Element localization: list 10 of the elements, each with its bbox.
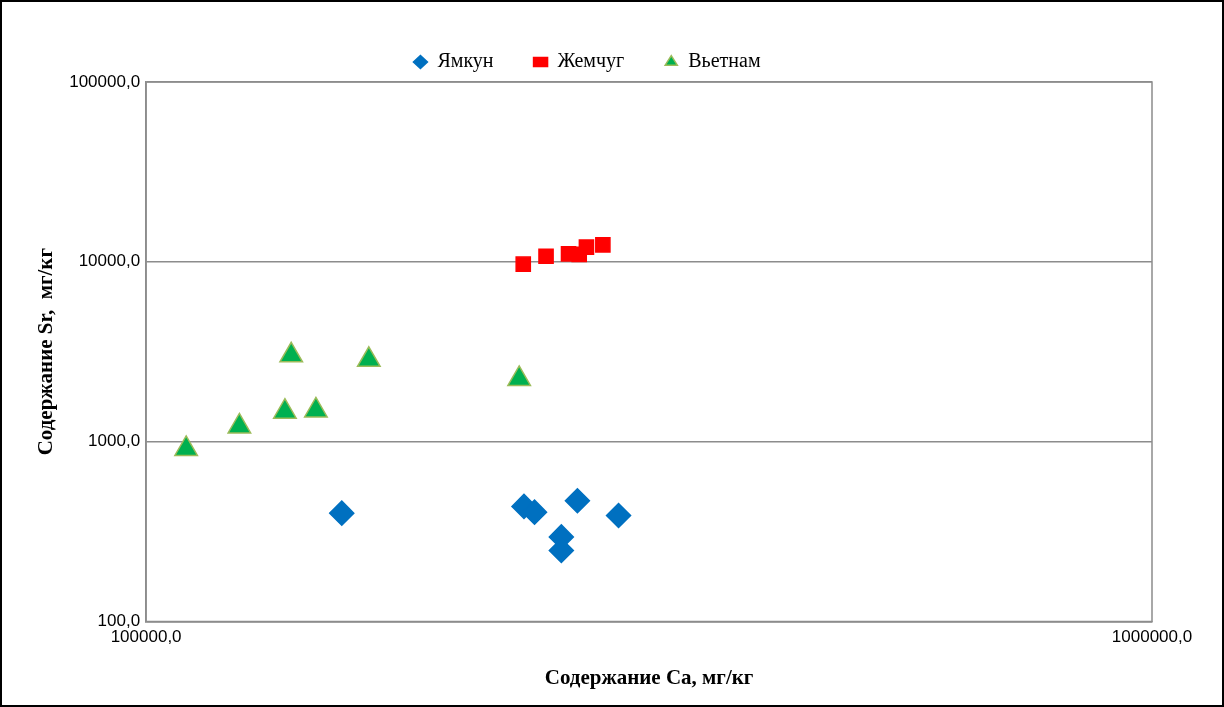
y-tick-label: 100000,0 bbox=[69, 71, 141, 91]
y-tick-label: 100,0 bbox=[97, 611, 141, 631]
y-axis-title: Содержание Sr, мг/кг bbox=[33, 248, 58, 456]
x-axis-title: Содержание Ca, мг/кг bbox=[544, 664, 754, 689]
x-tick-label: 1000000,0 bbox=[1111, 627, 1193, 647]
y-tick-label: 10000,0 bbox=[78, 251, 141, 271]
legend-label: Жемчуг bbox=[557, 49, 625, 73]
legend-label: Ямкун bbox=[437, 49, 494, 73]
y-tick-label: 1000,0 bbox=[88, 431, 141, 451]
legend-label: Вьетнам bbox=[688, 49, 761, 72]
